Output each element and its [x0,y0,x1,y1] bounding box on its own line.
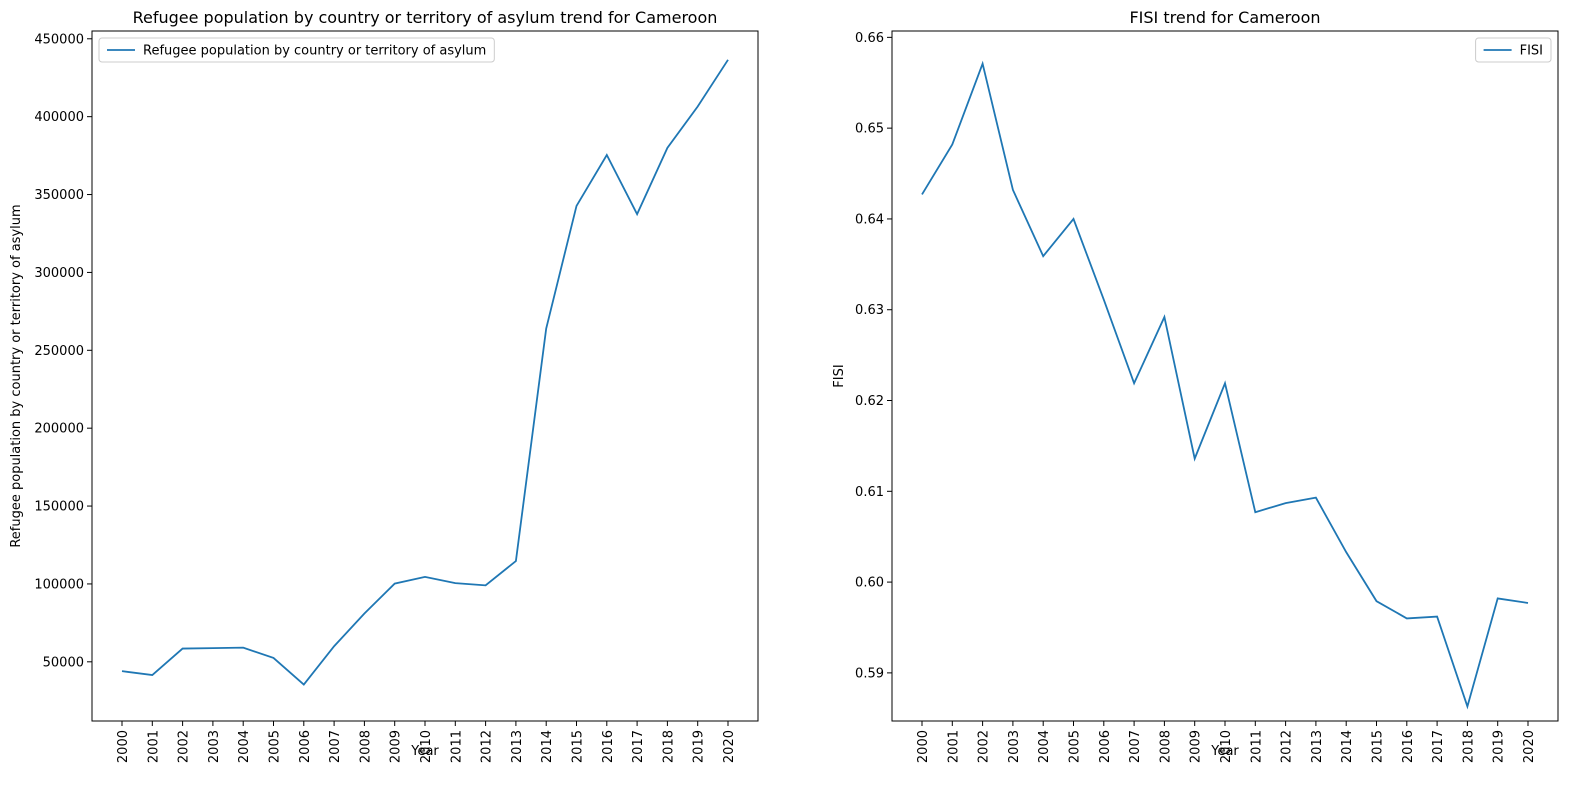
y-tick-label: 0.61 [855,485,884,500]
x-tick-label: 2000 [916,730,931,763]
x-tick-label: 2013 [510,730,525,763]
x-tick-label: 2015 [1371,730,1386,763]
x-tick-label: 2009 [389,730,404,763]
legend-box [1475,37,1552,63]
x-tick-label: 2012 [1280,730,1295,763]
x-tick-label: 2020 [1522,730,1537,763]
y-tick-label: 300000 [34,266,84,281]
x-tick-label: 2002 [977,730,992,763]
x-tick-label: 2004 [1037,730,1052,763]
legend: FISI [1475,37,1552,63]
x-tick-label: 2017 [631,730,646,763]
x-tick-label: 2007 [328,730,343,763]
x-tick-label: 2017 [1431,730,1446,763]
y-tick-label: 200000 [34,422,84,437]
y-tick-label: 50000 [43,655,84,670]
legend-label: Refugee population by country or territo… [143,44,486,59]
x-tick-label: 2009 [1189,730,1204,763]
x-axis-title: Year [1210,744,1239,759]
y-axis-title: FISI [832,364,847,387]
legend-label: FISI [1520,44,1543,59]
x-tick-label: 2000 [116,730,131,763]
y-axis-title: Refugee population by country or territo… [9,204,24,547]
x-tick-label: 2014 [540,730,555,763]
x-tick-label: 2005 [268,730,283,763]
x-axis-ticks: 2000 2001 2002 2003 2004 2005 2006 2007 2008 2009… [116,721,737,763]
x-tick-label: 2014 [1340,730,1355,763]
y-axis-ticks: 0.59 0.60 0.61 0.62 0.63 0.64 0.65 0.66 [855,31,892,681]
x-tick-label: 2011 [449,730,464,763]
x-tick-label: 2010 [419,730,434,763]
x-tick-label: 2013 [1310,730,1325,763]
y-tick-label: 0.59 [855,666,884,681]
x-tick-label: 2003 [1007,730,1022,763]
x-tick-label: 2003 [207,730,222,763]
x-tick-label: 2016 [1401,730,1416,763]
legend-box [98,37,495,63]
y-tick-label: 0.64 [855,212,884,227]
chart-title: FISI trend for Cameroon [1129,8,1320,27]
plot-area [891,30,1559,722]
y-tick-label: 150000 [34,500,84,515]
y-tick-label: 100000 [34,577,84,592]
y-tick-label: 400000 [34,110,84,125]
x-tick-label: 2011 [1249,730,1264,763]
x-axis-title: Year [410,744,439,759]
x-tick-label: 2004 [237,730,252,763]
fisi-chart: FISI trend for Cameroon 2000 2001 2002 2003… [832,8,1559,763]
y-tick-label: 0.66 [855,31,884,46]
series-line-fisi [921,60,1529,710]
x-tick-label: 2012 [480,730,495,763]
x-tick-label: 2019 [1492,730,1507,763]
x-tick-label: 2008 [358,730,373,763]
y-tick-label: 450000 [34,32,84,47]
x-tick-label: 2015 [571,730,586,763]
x-tick-label: 2019 [692,730,707,763]
x-tick-label: 2001 [946,730,961,763]
x-tick-label: 2020 [722,730,737,763]
x-tick-label: 2002 [177,730,192,763]
y-tick-label: 0.60 [855,576,884,591]
x-axis-ticks: 2000 2001 2002 2003 2004 2005 2006 2007 2008 2009… [916,721,1537,763]
plot-area [91,30,759,722]
x-tick-label: 2001 [146,730,161,763]
x-tick-label: 2007 [1128,730,1143,763]
y-tick-label: 250000 [34,344,84,359]
y-axis-ticks: 50000 100000 150000 200000 250000 300000 35000… [34,32,92,670]
y-tick-label: 0.62 [855,394,884,409]
x-tick-label: 2018 [1461,730,1476,763]
x-tick-label: 2010 [1219,730,1234,763]
x-tick-label: 2005 [1068,730,1083,763]
y-tick-label: 0.63 [855,303,884,318]
legend: Refugee population by country or territo… [98,37,495,63]
chart-title: Refugee population by country or territo… [133,8,718,27]
series-line-refugee-population [121,59,729,686]
x-tick-label: 2008 [1158,730,1173,763]
y-tick-label: 0.65 [855,122,884,137]
refugee-chart: Refugee population by country or territo… [9,8,759,763]
x-tick-label: 2006 [1098,730,1113,763]
x-tick-label: 2018 [661,730,676,763]
y-tick-label: 350000 [34,188,84,203]
x-tick-label: 2016 [601,730,616,763]
x-tick-label: 2006 [298,730,313,763]
